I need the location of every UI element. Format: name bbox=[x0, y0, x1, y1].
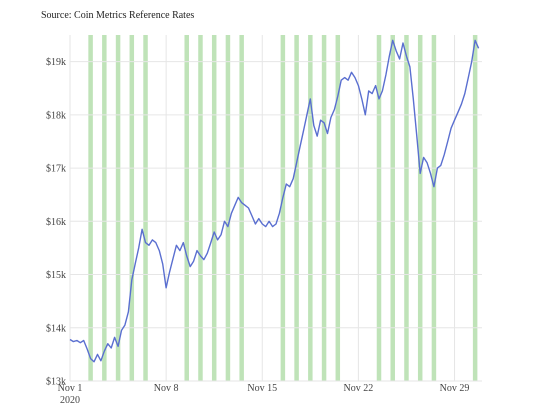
y-tick-label: $15k bbox=[46, 270, 66, 281]
x-tick-label: Nov 29 bbox=[440, 383, 470, 394]
highlight-band bbox=[143, 35, 148, 381]
highlight-band bbox=[102, 35, 107, 381]
highlight-band bbox=[335, 35, 341, 381]
price-line bbox=[69, 39, 480, 363]
highlight-band bbox=[211, 35, 217, 381]
gridlines bbox=[69, 35, 482, 382]
x-tick-label: Nov 8 bbox=[154, 383, 179, 394]
y-tick-label: $19k bbox=[46, 57, 66, 68]
highlight-band bbox=[390, 35, 395, 381]
y-tick-label: $13k bbox=[46, 377, 66, 388]
x-tick-label: Nov 1 bbox=[58, 383, 83, 394]
highlight-band bbox=[417, 35, 423, 381]
x-tick-sublabel: 2020 bbox=[60, 395, 80, 406]
highlight-bands bbox=[88, 35, 478, 381]
highlight-band bbox=[115, 35, 121, 381]
x-tick-label: Nov 22 bbox=[344, 383, 374, 394]
highlight-band bbox=[198, 35, 203, 381]
highlight-band bbox=[404, 35, 409, 381]
y-tick-label: $18k bbox=[46, 110, 66, 121]
y-tick-label: $16k bbox=[46, 217, 66, 228]
highlight-band bbox=[239, 35, 244, 381]
highlight-band bbox=[294, 35, 299, 381]
highlight-band bbox=[280, 35, 286, 381]
highlight-band bbox=[308, 35, 313, 381]
y-tick-label: $14k bbox=[46, 323, 66, 334]
highlight-band bbox=[184, 35, 189, 381]
highlight-band bbox=[88, 35, 93, 381]
y-tick-label: $17k bbox=[46, 164, 66, 175]
highlight-band bbox=[129, 35, 135, 381]
highlight-band bbox=[376, 35, 382, 381]
highlight-band bbox=[225, 35, 231, 381]
plot-area bbox=[69, 39, 480, 363]
highlight-band bbox=[472, 35, 478, 381]
highlight-band bbox=[321, 35, 327, 381]
source-note: Source: Coin Metrics Reference Rates bbox=[41, 10, 194, 21]
y-axis: $13k $14k $15k $16k $17k $18k $19k bbox=[46, 57, 66, 387]
x-tick-label: Nov 15 bbox=[247, 383, 277, 394]
highlight-band bbox=[431, 35, 437, 381]
